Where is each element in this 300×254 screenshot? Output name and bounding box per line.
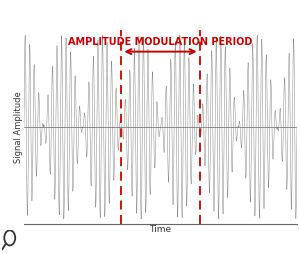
Y-axis label: Signal Amplitude: Signal Amplitude xyxy=(14,91,22,163)
X-axis label: Time: Time xyxy=(149,225,172,234)
Text: AMPLITUDE MODULATION PERIOD: AMPLITUDE MODULATION PERIOD xyxy=(68,37,253,47)
